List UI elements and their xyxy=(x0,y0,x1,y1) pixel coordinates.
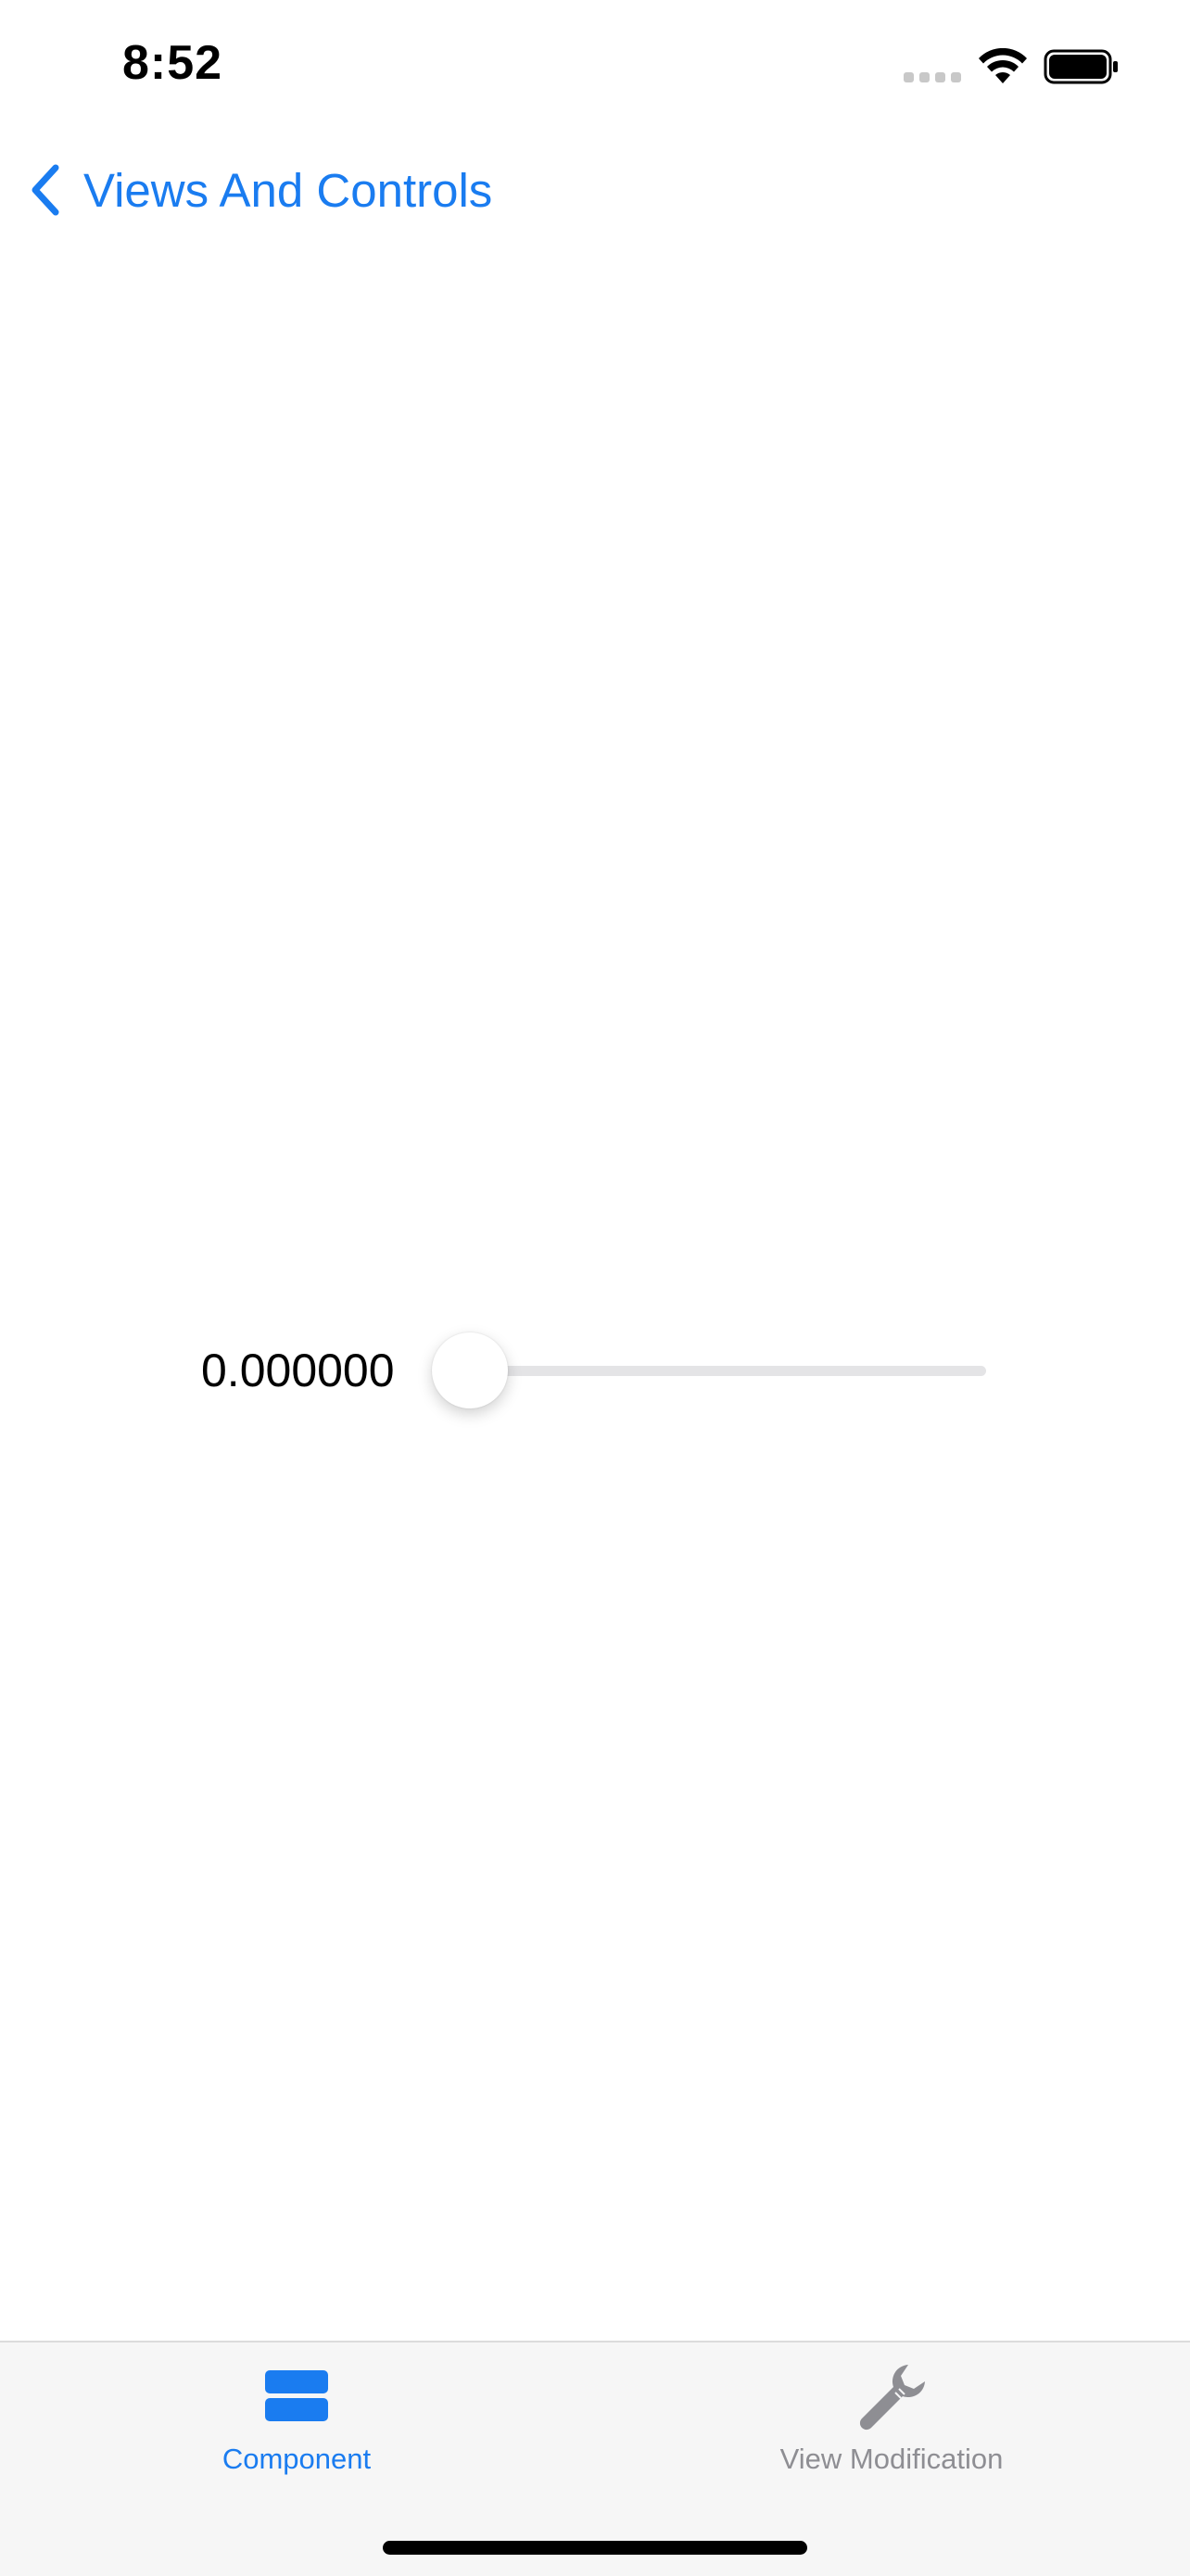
tab-view-modification-label: View Modification xyxy=(779,2443,1004,2475)
tab-view-modification[interactable]: View Modification xyxy=(651,2365,1133,2498)
tab-bar: Component View Modification xyxy=(0,2341,1190,2576)
wifi-icon xyxy=(979,48,1027,83)
slider-thumb[interactable] xyxy=(432,1332,508,1408)
battery-full-icon xyxy=(1044,49,1118,84)
chevron-left-icon xyxy=(32,164,59,216)
back-button-label: Views And Controls xyxy=(83,163,493,217)
tab-component[interactable]: Component xyxy=(56,2368,538,2498)
slider-value-label: 0.000000 xyxy=(201,1345,395,1396)
status-bar: 8:52 xyxy=(0,0,1190,139)
back-button[interactable]: Views And Controls xyxy=(28,158,492,222)
cellular-signal-icon xyxy=(904,72,961,82)
slider-track[interactable] xyxy=(432,1366,986,1376)
slider-row: 0.000000 xyxy=(0,1325,1190,1418)
status-time: 8:52 xyxy=(122,36,223,90)
wrench-icon xyxy=(859,2365,925,2431)
home-indicator xyxy=(383,2541,807,2555)
tab-component-label: Component xyxy=(222,2443,372,2475)
component-icon xyxy=(265,2370,328,2421)
